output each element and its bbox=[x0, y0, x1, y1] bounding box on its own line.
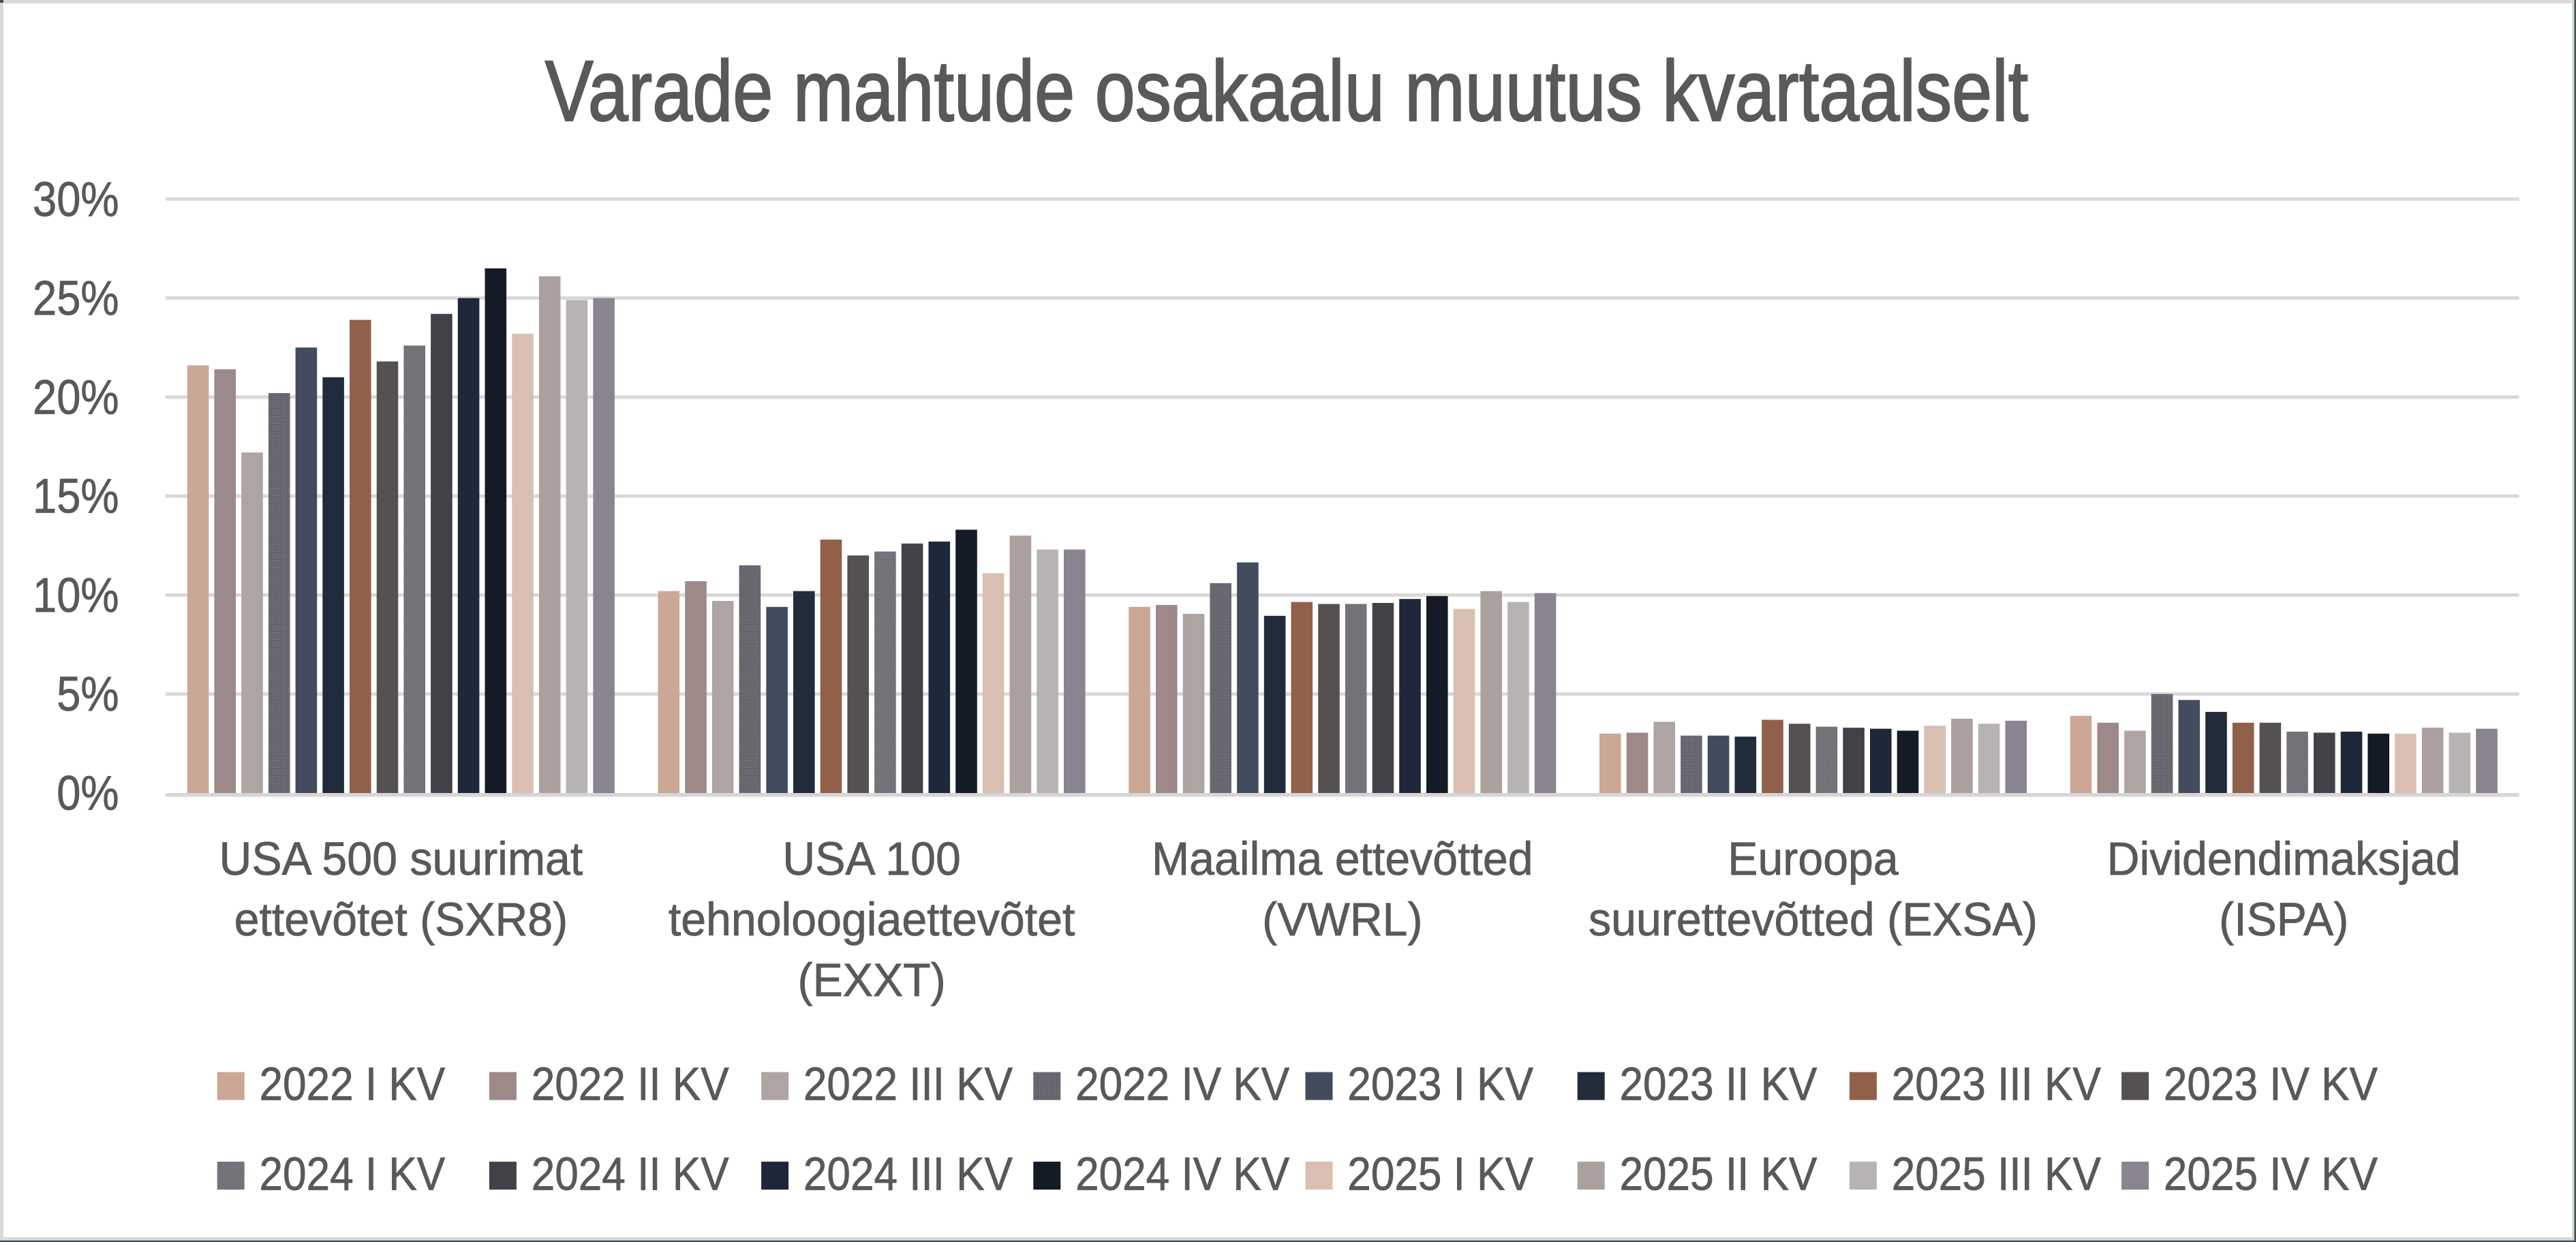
svg-text:Dividendimaksjad: Dividendimaksjad bbox=[2107, 833, 2461, 886]
svg-text:(VWRL): (VWRL) bbox=[1262, 894, 1422, 946]
svg-text:2025 IV KV: 2025 IV KV bbox=[2164, 1147, 2378, 1200]
svg-text:2024 I KV: 2024 I KV bbox=[260, 1147, 446, 1200]
svg-text:2024 IV KV: 2024 IV KV bbox=[1075, 1147, 1289, 1200]
svg-text:USA 500 suurimat: USA 500 suurimat bbox=[219, 833, 583, 886]
svg-text:ettevõtet (SXR8): ettevõtet (SXR8) bbox=[234, 894, 568, 946]
svg-text:2023 IV KV: 2023 IV KV bbox=[2164, 1058, 2378, 1111]
svg-text:2024 II KV: 2024 II KV bbox=[532, 1147, 729, 1200]
svg-text:2022 II KV: 2022 II KV bbox=[532, 1058, 729, 1111]
svg-text:20%: 20% bbox=[33, 371, 119, 424]
svg-text:2023 III KV: 2023 III KV bbox=[1892, 1058, 2101, 1111]
svg-text:5%: 5% bbox=[57, 668, 119, 721]
svg-text:0%: 0% bbox=[57, 766, 119, 820]
svg-text:2022 III KV: 2022 III KV bbox=[803, 1058, 1013, 1111]
svg-text:(ISPA): (ISPA) bbox=[2219, 894, 2348, 946]
svg-text:2025 II KV: 2025 II KV bbox=[1620, 1147, 1818, 1200]
svg-text:2025 III KV: 2025 III KV bbox=[1892, 1147, 2101, 1200]
svg-text:2024 III KV: 2024 III KV bbox=[803, 1147, 1013, 1200]
svg-text:(EXXT): (EXXT) bbox=[798, 954, 946, 1007]
svg-text:Maailma ettevõtted: Maailma ettevõtted bbox=[1152, 833, 1533, 886]
svg-text:2023 II KV: 2023 II KV bbox=[1620, 1058, 1818, 1111]
svg-text:Euroopa: Euroopa bbox=[1728, 833, 1899, 886]
svg-text:tehnoloogiaettevõtet: tehnoloogiaettevõtet bbox=[669, 894, 1075, 946]
svg-text:10%: 10% bbox=[33, 569, 119, 623]
svg-text:25%: 25% bbox=[33, 272, 119, 326]
svg-text:2022 I KV: 2022 I KV bbox=[260, 1058, 446, 1111]
svg-text:USA 100: USA 100 bbox=[782, 833, 960, 886]
svg-text:2023 I KV: 2023 I KV bbox=[1347, 1058, 1533, 1111]
svg-text:2025 I KV: 2025 I KV bbox=[1347, 1147, 1533, 1200]
svg-text:15%: 15% bbox=[33, 469, 119, 523]
svg-text:Varade mahtude osakaalu muutus: Varade mahtude osakaalu muutus kvartaals… bbox=[545, 43, 2028, 139]
svg-text:2022 IV KV: 2022 IV KV bbox=[1075, 1058, 1289, 1111]
svg-text:suurettevõtted (EXSA): suurettevõtted (EXSA) bbox=[1589, 894, 2038, 946]
svg-text:30%: 30% bbox=[33, 172, 119, 226]
